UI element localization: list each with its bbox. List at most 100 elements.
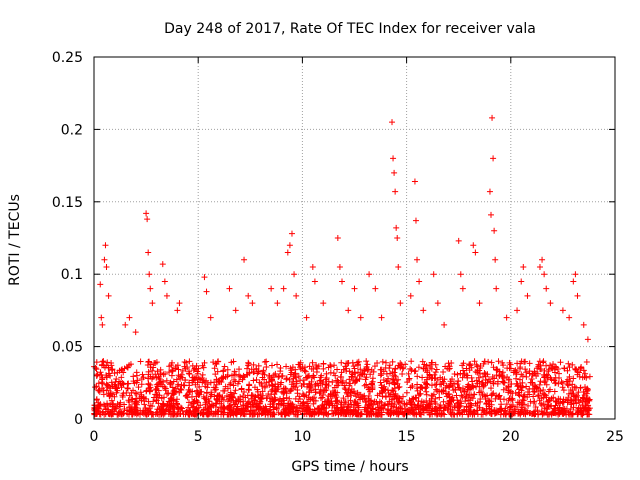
data-point (571, 383, 578, 390)
data-point (579, 374, 586, 381)
data-point (451, 370, 458, 377)
data-point (119, 394, 126, 401)
data-point (567, 398, 574, 405)
data-point (481, 370, 488, 377)
data-point (526, 385, 533, 392)
data-point (275, 374, 282, 381)
data-point (148, 411, 155, 418)
data-point (354, 400, 361, 407)
data-point (263, 363, 270, 370)
data-point (194, 368, 201, 375)
data-point (261, 359, 268, 366)
data-point (308, 366, 315, 373)
data-point (454, 381, 461, 388)
data-point (495, 393, 502, 400)
data-point (195, 375, 202, 382)
data-point (109, 400, 116, 407)
data-point (321, 398, 328, 405)
data-point (573, 366, 580, 373)
data-point (429, 359, 436, 366)
data-point (238, 385, 245, 392)
data-point (99, 409, 106, 416)
data-point (389, 358, 396, 365)
data-point (232, 387, 239, 394)
data-point (194, 399, 201, 406)
data-point (487, 378, 494, 385)
data-point (466, 408, 473, 415)
data-point (230, 394, 237, 401)
data-point (566, 373, 573, 380)
data-point (268, 411, 275, 418)
data-point (156, 376, 163, 383)
data-point (166, 398, 173, 405)
data-point (120, 369, 127, 376)
data-point (135, 384, 142, 391)
data-point (423, 391, 430, 398)
data-point (341, 411, 348, 418)
data-point (436, 381, 443, 388)
data-point (503, 314, 510, 321)
data-point (455, 237, 462, 244)
data-point (519, 373, 526, 380)
data-point (544, 398, 551, 405)
data-point (459, 385, 466, 392)
data-point (309, 263, 316, 270)
data-point (392, 188, 399, 195)
data-point (278, 398, 285, 405)
data-point (342, 386, 349, 393)
data-point (377, 372, 384, 379)
data-point (340, 395, 347, 402)
data-point (230, 406, 237, 413)
data-point (289, 364, 296, 371)
data-point (105, 390, 112, 397)
data-point (256, 405, 263, 412)
data-point (246, 370, 253, 377)
data-point (407, 365, 414, 372)
data-point (218, 374, 225, 381)
data-point (323, 370, 330, 377)
data-point (108, 360, 115, 367)
data-point (182, 376, 189, 383)
data-point (490, 364, 497, 371)
data-point (557, 359, 564, 366)
data-point (522, 410, 529, 417)
data-point (402, 361, 409, 368)
data-point (554, 405, 561, 412)
data-point (471, 391, 478, 398)
data-point (454, 371, 461, 378)
data-point (303, 314, 310, 321)
data-point (100, 358, 107, 365)
data-point (356, 376, 363, 382)
data-point (241, 256, 248, 263)
data-point (170, 391, 177, 398)
data-point (505, 377, 512, 384)
data-point (165, 390, 172, 397)
data-point (157, 371, 164, 378)
data-point (458, 400, 465, 407)
y-axis-label: ROTI / TECUs (7, 194, 23, 286)
data-point (511, 367, 518, 374)
data-point (143, 411, 150, 418)
data-point (170, 410, 177, 417)
data-point (348, 392, 355, 399)
data-point (319, 394, 326, 401)
data-point (339, 378, 346, 385)
data-point (268, 285, 275, 292)
data-point (323, 410, 330, 417)
data-point (183, 359, 190, 366)
data-point (415, 398, 422, 405)
data-point (414, 256, 421, 263)
data-point (536, 358, 543, 365)
data-point (283, 376, 290, 383)
data-point (536, 397, 543, 404)
data-point (522, 366, 529, 373)
data-point (246, 382, 253, 389)
data-point (391, 385, 398, 392)
data-point (424, 369, 431, 376)
data-point (100, 387, 107, 394)
data-point (583, 358, 590, 365)
data-point (140, 374, 147, 381)
data-point (423, 362, 430, 369)
data-point (460, 367, 467, 374)
data-point (575, 396, 582, 403)
